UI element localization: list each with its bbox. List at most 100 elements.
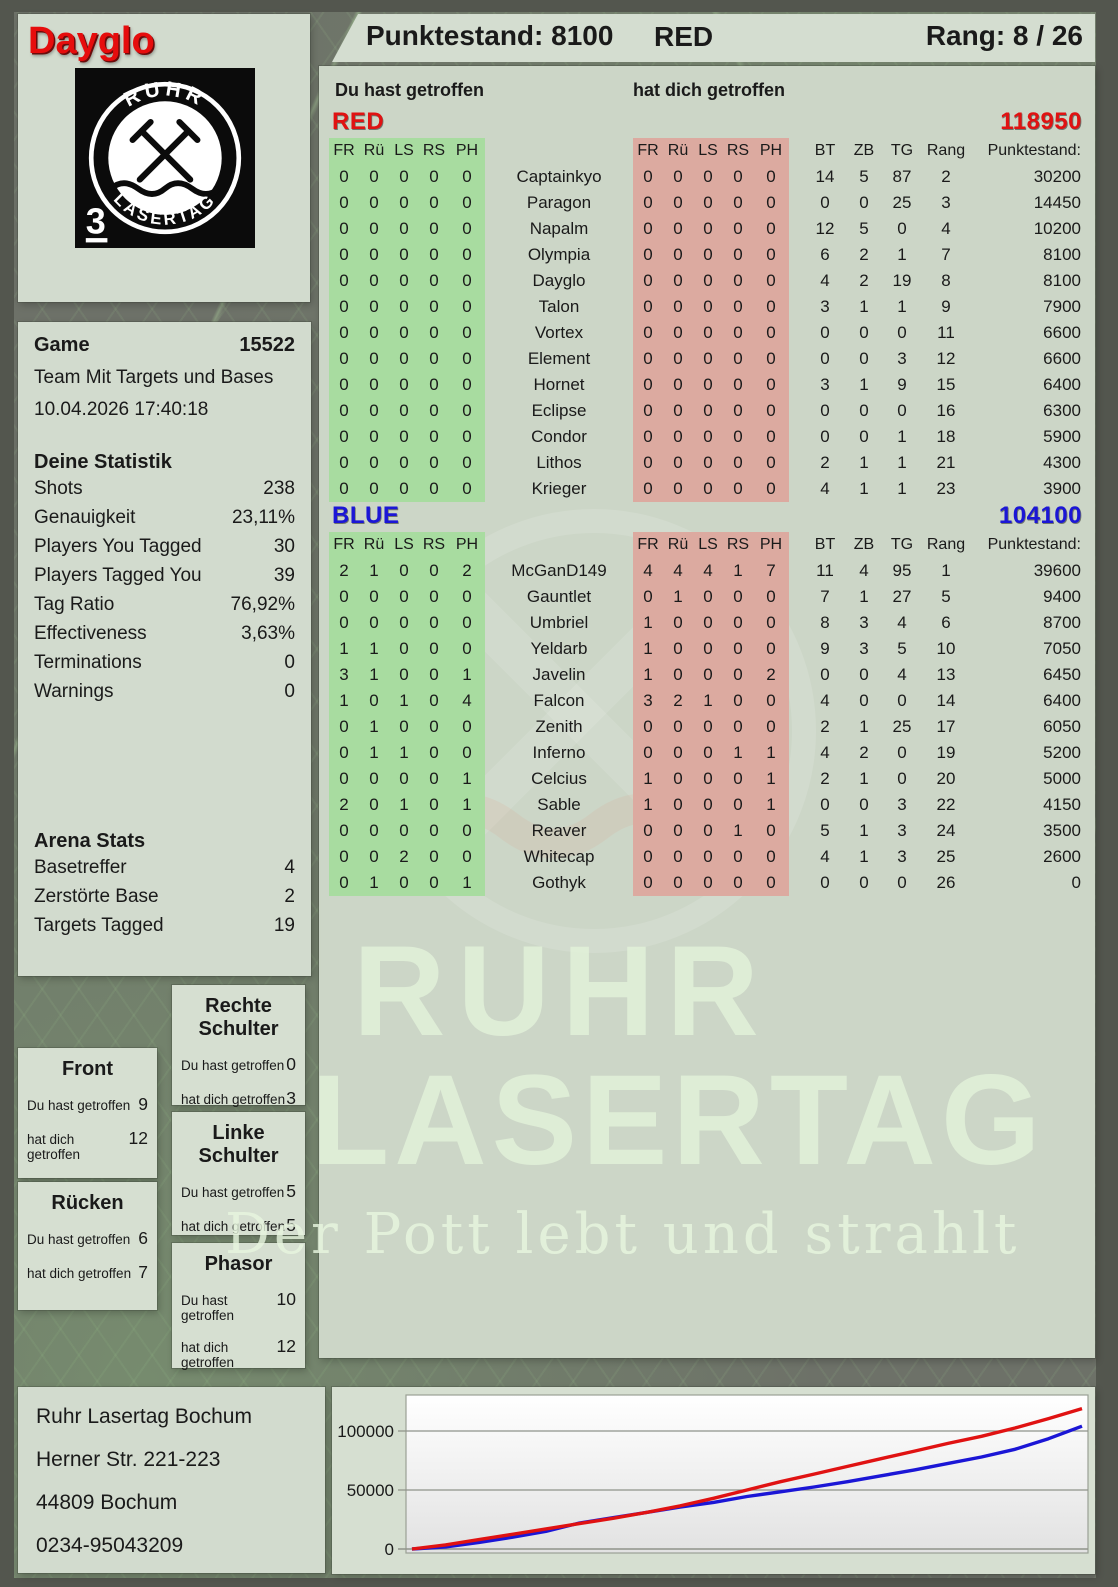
stat-row: Players You Tagged 30: [34, 536, 295, 557]
zone-you-value: 9: [138, 1094, 148, 1114]
stat-row: Basetreffer 4: [34, 857, 295, 878]
address-line: 0234-95043209: [36, 1534, 184, 1557]
zone-title: Rücken: [51, 1192, 124, 1214]
zone-you-label: Du hast getroffen: [27, 1098, 131, 1113]
game-info-panel: Game 15522 Team Mit Targets und Bases 10…: [18, 322, 311, 976]
your-stats-rows: Shots 238 Genauigkeit 23,11% Players You Tag…: [34, 474, 295, 706]
zone-them-label: hat dich getroffen: [27, 1132, 81, 1162]
zone-them-label: hat dich getroffen: [181, 1340, 235, 1370]
team-name: RED: [332, 108, 385, 135]
rank-header: Rang: 8 / 26: [925, 20, 1083, 51]
zone-row: Du hast getroffen 5: [181, 1181, 296, 1202]
zone-row: hat dich getroffen 12: [181, 1336, 296, 1370]
direction-labels: Du hast getroffen hat dich getroffen: [329, 74, 1085, 108]
address-line: Herner Str. 221-223: [36, 1448, 221, 1471]
player-row: 0 1 1 0 0 Inferno 0 0 0 1 1 4 2 0 19 5200: [329, 740, 1085, 766]
zone-phasor: Phasor Du hast getroffen 10 hat dich get…: [172, 1243, 305, 1370]
stat-row: Shots 238: [34, 478, 295, 499]
zone-them-label: hat dich getroffen: [27, 1266, 132, 1281]
team-total-score: 118950: [1000, 108, 1082, 135]
stat-row: Terminations 0: [34, 652, 295, 673]
game-mode: Team Mit Targets und Bases: [34, 367, 274, 388]
player-row: 1 1 0 0 0 Yeldarb 1 0 0 0 0 9 3 5 10 7050: [329, 636, 1085, 662]
team-table-red: RED 118950 FR Rü LS RS PH FR Rü LS RS PH BT ZB TG Rang P…: [329, 108, 1085, 502]
player-row: 1 0 1 0 4 Falcon 3 2 1 0 0 4 0 0 14 6400: [329, 688, 1085, 714]
zone-front: Front Du hast getroffen 9 hat dich getro…: [18, 1048, 157, 1178]
player-row: 0 0 0 0 0 Eclipse 0 0 0 0 0 0 0 0 16 6300: [329, 398, 1085, 424]
stat-row: Warnings 0: [34, 681, 295, 702]
zone-title: Rechte Schulter: [198, 995, 279, 1040]
player-row: 0 0 0 0 0 Paragon 0 0 0 0 0 0 0 25 3 14450: [329, 190, 1085, 216]
your-stats-title: Deine Statistik: [34, 451, 172, 473]
zone-row: Du hast getroffen 9: [27, 1094, 148, 1115]
player-row: 0 0 0 0 0 Lithos 0 0 0 0 0 2 1 1 21 4300: [329, 450, 1085, 476]
zone-row: Du hast getroffen 6: [27, 1228, 148, 1249]
team-header: RED: [654, 21, 714, 52]
zone-title: Phasor: [204, 1253, 273, 1275]
player-row: 0 1 0 0 0 Zenith 0 0 0 0 0 2 1 25 17 6050: [329, 714, 1085, 740]
player-row: 0 0 0 0 0 Dayglo 0 0 0 0 0 4 2 19 8 8100: [329, 268, 1085, 294]
zone-row: hat dich getroffen 12: [27, 1128, 148, 1162]
team-header-row: BLUE 104100: [329, 502, 1085, 532]
zone-you-label: Du hast getroffen: [181, 1058, 285, 1073]
player-row: 0 0 0 0 0 Olympia 0 0 0 0 0 6 2 1 7 8100: [329, 242, 1085, 268]
player-name: Dayglo: [28, 20, 155, 62]
player-row: 0 0 0 0 0 Element 0 0 0 0 0 0 0 3 12 6600: [329, 346, 1085, 372]
player-row: 0 0 0 0 1 Celcius 1 0 0 0 1 2 1 0 20 5000: [329, 766, 1085, 792]
stat-row: Effectiveness 3,63%: [34, 623, 295, 644]
player-row: 0 0 0 0 0 Vortex 0 0 0 0 0 0 0 0 11 6600: [329, 320, 1085, 346]
header-band: Punktestand: 8100 RED Rang: 8 / 26: [332, 14, 1095, 62]
club-logo: RUHR LASERTAG 3: [75, 68, 255, 248]
team-table-blue: BLUE 104100 FR Rü LS RS PH FR Rü LS RS PH BT ZB TG Rang…: [329, 502, 1085, 896]
player-row: 0 1 0 0 1 Gothyk 0 0 0 0 0 0 0 0 26 0: [329, 870, 1085, 896]
zone-row: hat dich getroffen 7: [27, 1262, 148, 1283]
score-chart-panel: 0 50000 100000: [332, 1387, 1095, 1574]
player-row: 0 0 0 0 0 Condor 0 0 0 0 0 0 0 1 18 5900: [329, 424, 1085, 450]
zone-rechte-schulter: Rechte Schulter Du hast getroffen 0 hat …: [172, 985, 305, 1108]
zone-you-value: 6: [138, 1228, 148, 1248]
player-row: 2 0 1 0 1 Sable 1 0 0 0 1 0 0 3 22 4150: [329, 792, 1085, 818]
player-row: 0 0 0 0 0 Talon 0 0 0 0 0 3 1 1 9 7900: [329, 294, 1085, 320]
zone-them-label: hat dich getroffen: [181, 1092, 286, 1107]
player-row: 0 0 0 0 0 Napalm 0 0 0 0 0 12 5 0 4 10200: [329, 216, 1085, 242]
zone-them-value: 5: [286, 1215, 296, 1235]
zone-them-value: 12: [128, 1128, 148, 1148]
game-datetime: 10.04.2026 17:40:18: [34, 399, 209, 420]
zone-them-value: 7: [138, 1262, 148, 1282]
address-line: Ruhr Lasertag Bochum: [36, 1405, 252, 1428]
you-hit-label: Du hast getroffen: [335, 80, 485, 100]
arena-stats-rows: Basetreffer 4 Zerstörte Base 2 Targets Tagge…: [34, 853, 295, 940]
logo-badge-number: 3: [86, 201, 106, 242]
player-row: 0 0 0 0 0 Gauntlet 0 1 0 0 0 7 1 27 5 9400: [329, 584, 1085, 610]
zone-them-value: 3: [286, 1088, 296, 1108]
table-header-row: FR Rü LS RS PH FR Rü LS RS PH BT ZB TG Rang Punktestan…: [329, 532, 1085, 558]
stat-row: Players Tagged You 39: [34, 565, 295, 586]
svg-text:50000: 50000: [347, 1481, 394, 1500]
player-row: 3 1 0 0 1 Javelin 1 0 0 0 2 0 0 4 13 6450: [329, 662, 1085, 688]
arena-stats-title: Arena Stats: [34, 830, 146, 852]
score-panel: Du hast getroffen hat dich getroffen RED…: [319, 66, 1095, 1358]
game-id: 15522: [239, 334, 295, 356]
address-line: 44809 Bochum: [36, 1491, 178, 1514]
table-header-row: FR Rü LS RS PH FR Rü LS RS PH BT ZB TG Rang Punktestan…: [329, 138, 1085, 164]
zone-you-label: Du hast getroffen: [181, 1293, 235, 1323]
team-total-score: 104100: [998, 502, 1082, 529]
svg-text:0: 0: [385, 1540, 394, 1559]
player-row: 0 0 0 0 0 Captainkyo 0 0 0 0 0 14 5 87 2 30200: [329, 164, 1085, 190]
player-panel: Dayglo RUHR LASERTAG 3: [18, 14, 310, 302]
zone-you-label: Du hast getroffen: [181, 1185, 285, 1200]
stat-row: Genauigkeit 23,11%: [34, 507, 295, 528]
zone-you-value: 0: [286, 1054, 296, 1074]
player-row: 0 0 0 0 0 Umbriel 1 0 0 0 0 8 3 4 6 8700: [329, 610, 1085, 636]
zone-you-value: 5: [286, 1181, 296, 1201]
zone-row: hat dich getroffen 5: [181, 1215, 296, 1236]
player-row: 0 0 0 0 0 Hornet 0 0 0 0 0 3 1 9 15 6400: [329, 372, 1085, 398]
score-chart: 0 50000 100000: [337, 1394, 1089, 1559]
address-panel: Ruhr Lasertag Bochum Herner Str. 221-223 4…: [18, 1387, 325, 1573]
zone-ruecken: Rücken Du hast getroffen 6 hat dich getr…: [18, 1182, 157, 1310]
player-row: 0 0 0 0 0 Reaver 0 0 0 1 0 5 1 3 24 3500: [329, 818, 1085, 844]
zone-title: Front: [61, 1058, 114, 1080]
player-row: 0 0 0 0 0 Krieger 0 0 0 0 0 4 1 1 23 3900: [329, 476, 1085, 502]
zone-linke-schulter: Linke Schulter Du hast getroffen 5 hat d…: [172, 1112, 305, 1235]
zone-them-label: hat dich getroffen: [181, 1219, 286, 1234]
